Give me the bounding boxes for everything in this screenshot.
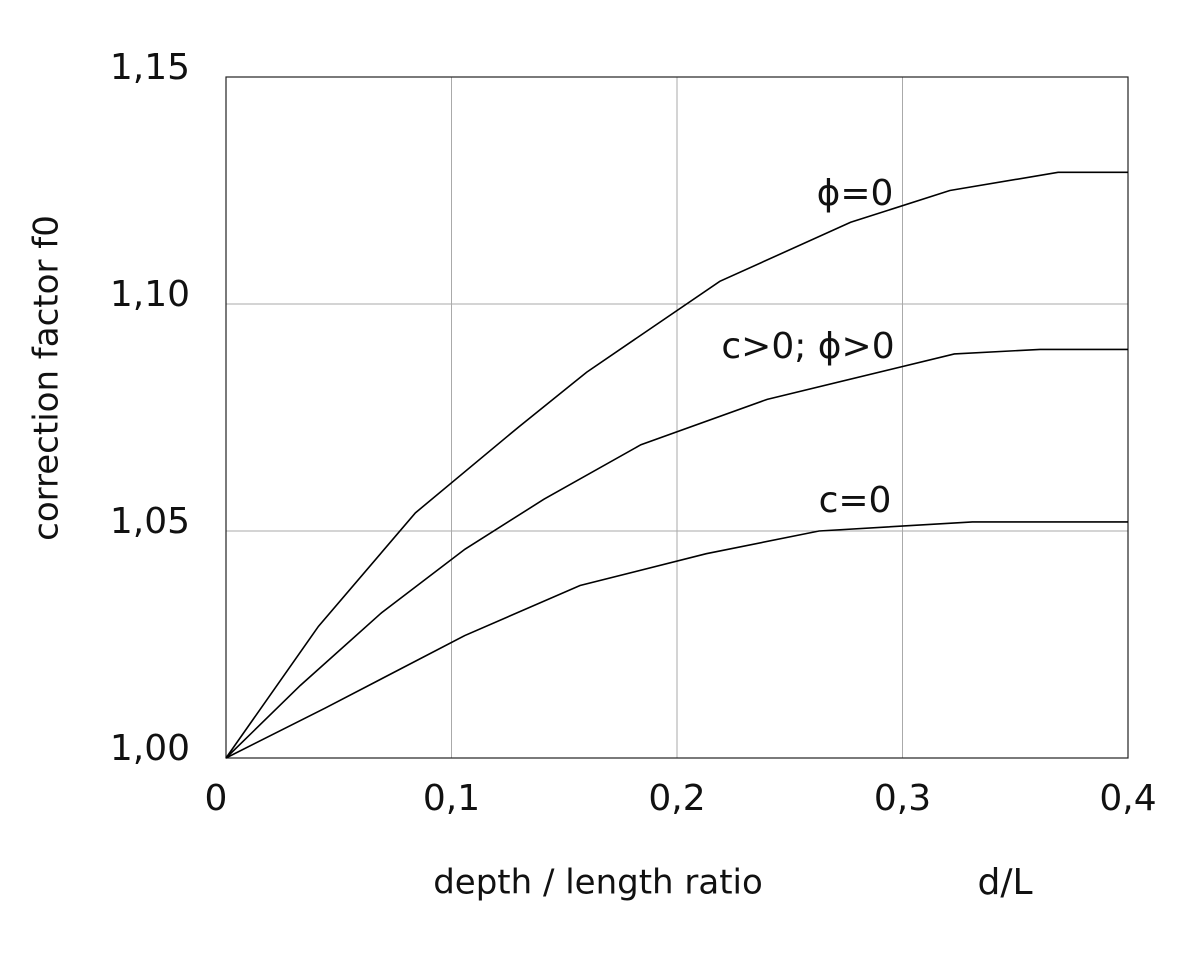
x-tick-label: 0 xyxy=(205,778,228,819)
x-tick-label: 0,1 xyxy=(423,778,480,819)
y-tick-label: 1,10 xyxy=(110,274,190,315)
y-tick-label: 1,05 xyxy=(110,501,190,542)
plot-frame xyxy=(225,76,1129,759)
series-line xyxy=(225,171,1128,759)
series-line xyxy=(225,521,1128,759)
y-tick-label: 1,00 xyxy=(110,728,190,769)
series-label: ϕ=0 xyxy=(817,173,894,214)
series-label: c>0; ϕ>0 xyxy=(721,326,894,367)
y-axis-label: correction factor f0 xyxy=(27,215,67,541)
y-tick-label: 1,15 xyxy=(110,47,190,88)
series-line xyxy=(225,348,1128,759)
x-tick-label: 0,4 xyxy=(1099,778,1156,819)
x-axis-label: depth / length ratio xyxy=(433,863,763,903)
x-tick-label: 0,2 xyxy=(648,778,705,819)
x-axis-symbol: d/L xyxy=(977,862,1032,903)
x-tick-label: 0,3 xyxy=(874,778,931,819)
series-label: c=0 xyxy=(819,480,892,521)
